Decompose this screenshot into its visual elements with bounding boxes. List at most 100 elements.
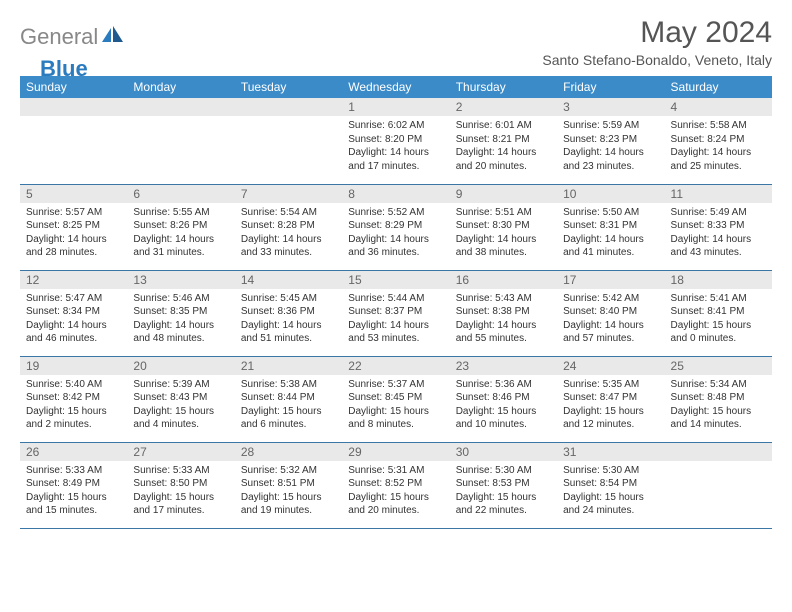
daylight-text-1: Daylight: 14 hours: [348, 146, 443, 160]
day-data: Sunrise: 5:32 AMSunset: 8:51 PMDaylight:…: [235, 461, 342, 522]
daylight-text-1: Daylight: 14 hours: [671, 233, 766, 247]
sunset-text: Sunset: 8:37 PM: [348, 305, 443, 319]
sunrise-text: Sunrise: 5:58 AM: [671, 119, 766, 133]
day-number: [665, 443, 772, 461]
month-title: May 2024: [542, 16, 772, 50]
day-number: 29: [342, 443, 449, 461]
day-cell: [127, 98, 234, 184]
sunset-text: Sunset: 8:47 PM: [563, 391, 658, 405]
day-header: Friday: [557, 76, 664, 98]
sunrise-text: Sunrise: 5:54 AM: [241, 206, 336, 220]
day-cell: 2Sunrise: 6:01 AMSunset: 8:21 PMDaylight…: [450, 98, 557, 184]
logo-text-blue: Blue: [40, 56, 88, 82]
sunrise-text: Sunrise: 5:35 AM: [563, 378, 658, 392]
sunrise-text: Sunrise: 5:40 AM: [26, 378, 121, 392]
day-cell: 15Sunrise: 5:44 AMSunset: 8:37 PMDayligh…: [342, 270, 449, 356]
sunset-text: Sunset: 8:51 PM: [241, 477, 336, 491]
daylight-text-2: and 24 minutes.: [563, 504, 658, 518]
daylight-text-1: Daylight: 15 hours: [671, 405, 766, 419]
daylight-text-1: Daylight: 14 hours: [456, 146, 551, 160]
day-number: 5: [20, 185, 127, 203]
daylight-text-2: and 17 minutes.: [348, 160, 443, 174]
daylight-text-2: and 33 minutes.: [241, 246, 336, 260]
day-data: Sunrise: 5:37 AMSunset: 8:45 PMDaylight:…: [342, 375, 449, 436]
daylight-text-1: Daylight: 14 hours: [563, 146, 658, 160]
sunrise-text: Sunrise: 5:32 AM: [241, 464, 336, 478]
day-cell: 21Sunrise: 5:38 AMSunset: 8:44 PMDayligh…: [235, 356, 342, 442]
day-data: [665, 461, 772, 511]
day-cell: 13Sunrise: 5:46 AMSunset: 8:35 PMDayligh…: [127, 270, 234, 356]
day-number: 31: [557, 443, 664, 461]
day-cell: 9Sunrise: 5:51 AMSunset: 8:30 PMDaylight…: [450, 184, 557, 270]
day-cell: 24Sunrise: 5:35 AMSunset: 8:47 PMDayligh…: [557, 356, 664, 442]
day-header: Monday: [127, 76, 234, 98]
sunrise-text: Sunrise: 5:31 AM: [348, 464, 443, 478]
daylight-text-2: and 38 minutes.: [456, 246, 551, 260]
daylight-text-2: and 23 minutes.: [563, 160, 658, 174]
daylight-text-2: and 20 minutes.: [456, 160, 551, 174]
day-data: Sunrise: 5:40 AMSunset: 8:42 PMDaylight:…: [20, 375, 127, 436]
day-data: Sunrise: 5:38 AMSunset: 8:44 PMDaylight:…: [235, 375, 342, 436]
calendar-table: SundayMondayTuesdayWednesdayThursdayFrid…: [20, 76, 772, 529]
daylight-text-2: and 55 minutes.: [456, 332, 551, 346]
day-data: Sunrise: 5:39 AMSunset: 8:43 PMDaylight:…: [127, 375, 234, 436]
day-cell: 7Sunrise: 5:54 AMSunset: 8:28 PMDaylight…: [235, 184, 342, 270]
sunset-text: Sunset: 8:28 PM: [241, 219, 336, 233]
sunset-text: Sunset: 8:44 PM: [241, 391, 336, 405]
daylight-text-1: Daylight: 15 hours: [671, 319, 766, 333]
day-cell: 28Sunrise: 5:32 AMSunset: 8:51 PMDayligh…: [235, 442, 342, 528]
day-number: 19: [20, 357, 127, 375]
day-number: 28: [235, 443, 342, 461]
daylight-text-2: and 53 minutes.: [348, 332, 443, 346]
daylight-text-2: and 22 minutes.: [456, 504, 551, 518]
daylight-text-2: and 17 minutes.: [133, 504, 228, 518]
sunset-text: Sunset: 8:25 PM: [26, 219, 121, 233]
sunset-text: Sunset: 8:26 PM: [133, 219, 228, 233]
day-data: Sunrise: 5:33 AMSunset: 8:50 PMDaylight:…: [127, 461, 234, 522]
day-data: Sunrise: 6:02 AMSunset: 8:20 PMDaylight:…: [342, 116, 449, 177]
day-number: 27: [127, 443, 234, 461]
day-data: Sunrise: 6:01 AMSunset: 8:21 PMDaylight:…: [450, 116, 557, 177]
sunset-text: Sunset: 8:40 PM: [563, 305, 658, 319]
day-number: 6: [127, 185, 234, 203]
sunset-text: Sunset: 8:23 PM: [563, 133, 658, 147]
day-number: 20: [127, 357, 234, 375]
sunrise-text: Sunrise: 5:30 AM: [563, 464, 658, 478]
daylight-text-1: Daylight: 15 hours: [348, 491, 443, 505]
sunrise-text: Sunrise: 5:44 AM: [348, 292, 443, 306]
day-data: Sunrise: 5:35 AMSunset: 8:47 PMDaylight:…: [557, 375, 664, 436]
daylight-text-1: Daylight: 15 hours: [133, 405, 228, 419]
day-data: Sunrise: 5:30 AMSunset: 8:53 PMDaylight:…: [450, 461, 557, 522]
sunset-text: Sunset: 8:43 PM: [133, 391, 228, 405]
day-data: [235, 116, 342, 166]
sunrise-text: Sunrise: 5:59 AM: [563, 119, 658, 133]
day-cell: 11Sunrise: 5:49 AMSunset: 8:33 PMDayligh…: [665, 184, 772, 270]
day-number: 8: [342, 185, 449, 203]
day-cell: 26Sunrise: 5:33 AMSunset: 8:49 PMDayligh…: [20, 442, 127, 528]
day-cell: 12Sunrise: 5:47 AMSunset: 8:34 PMDayligh…: [20, 270, 127, 356]
day-cell: 22Sunrise: 5:37 AMSunset: 8:45 PMDayligh…: [342, 356, 449, 442]
sunrise-text: Sunrise: 5:37 AM: [348, 378, 443, 392]
day-cell: 1Sunrise: 6:02 AMSunset: 8:20 PMDaylight…: [342, 98, 449, 184]
daylight-text-1: Daylight: 15 hours: [456, 491, 551, 505]
day-number: 13: [127, 271, 234, 289]
daylight-text-1: Daylight: 15 hours: [241, 491, 336, 505]
daylight-text-1: Daylight: 14 hours: [133, 319, 228, 333]
day-cell: 19Sunrise: 5:40 AMSunset: 8:42 PMDayligh…: [20, 356, 127, 442]
day-data: Sunrise: 5:44 AMSunset: 8:37 PMDaylight:…: [342, 289, 449, 350]
day-data: [20, 116, 127, 166]
day-data: Sunrise: 5:34 AMSunset: 8:48 PMDaylight:…: [665, 375, 772, 436]
day-number: 23: [450, 357, 557, 375]
sunrise-text: Sunrise: 5:34 AM: [671, 378, 766, 392]
day-number: 21: [235, 357, 342, 375]
sunrise-text: Sunrise: 5:52 AM: [348, 206, 443, 220]
sunset-text: Sunset: 8:24 PM: [671, 133, 766, 147]
daylight-text-1: Daylight: 14 hours: [563, 319, 658, 333]
sunrise-text: Sunrise: 5:46 AM: [133, 292, 228, 306]
daylight-text-2: and 15 minutes.: [26, 504, 121, 518]
daylight-text-2: and 6 minutes.: [241, 418, 336, 432]
logo: General: [20, 16, 126, 50]
sunrise-text: Sunrise: 5:45 AM: [241, 292, 336, 306]
day-data: Sunrise: 5:30 AMSunset: 8:54 PMDaylight:…: [557, 461, 664, 522]
daylight-text-1: Daylight: 15 hours: [26, 491, 121, 505]
